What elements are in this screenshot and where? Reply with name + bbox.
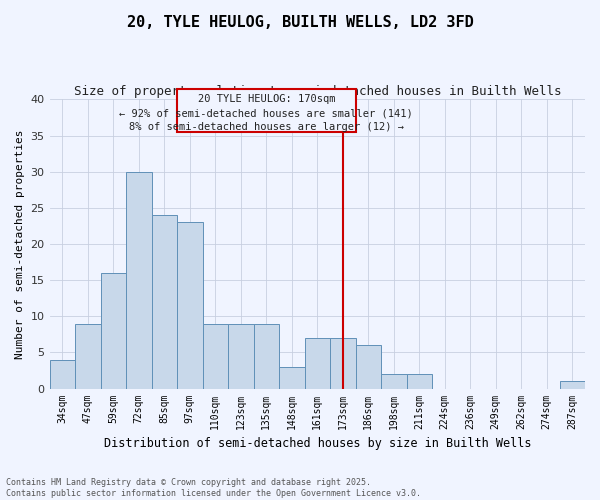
Bar [330, 338, 356, 388]
Bar [203, 324, 228, 388]
Bar [177, 88, 356, 132]
Bar [279, 367, 305, 388]
Bar [152, 215, 177, 388]
Bar [228, 324, 254, 388]
Text: Contains HM Land Registry data © Crown copyright and database right 2025.
Contai: Contains HM Land Registry data © Crown c… [6, 478, 421, 498]
Title: Size of property relative to semi-detached houses in Builth Wells: Size of property relative to semi-detach… [74, 86, 561, 98]
Bar [75, 324, 101, 388]
Bar [560, 382, 585, 388]
Bar [101, 273, 126, 388]
Bar [126, 172, 152, 388]
Bar [305, 338, 330, 388]
Text: ← 92% of semi-detached houses are smaller (141): ← 92% of semi-detached houses are smalle… [119, 109, 413, 119]
Bar [254, 324, 279, 388]
X-axis label: Distribution of semi-detached houses by size in Builth Wells: Distribution of semi-detached houses by … [104, 437, 531, 450]
Bar [177, 222, 203, 388]
Text: 8% of semi-detached houses are larger (12) →: 8% of semi-detached houses are larger (1… [129, 122, 404, 132]
Y-axis label: Number of semi-detached properties: Number of semi-detached properties [15, 129, 25, 358]
Text: 20 TYLE HEULOG: 170sqm: 20 TYLE HEULOG: 170sqm [197, 94, 335, 104]
Bar [356, 345, 381, 389]
Bar [407, 374, 432, 388]
Bar [381, 374, 407, 388]
Bar [50, 360, 75, 388]
Text: 20, TYLE HEULOG, BUILTH WELLS, LD2 3FD: 20, TYLE HEULOG, BUILTH WELLS, LD2 3FD [127, 15, 473, 30]
